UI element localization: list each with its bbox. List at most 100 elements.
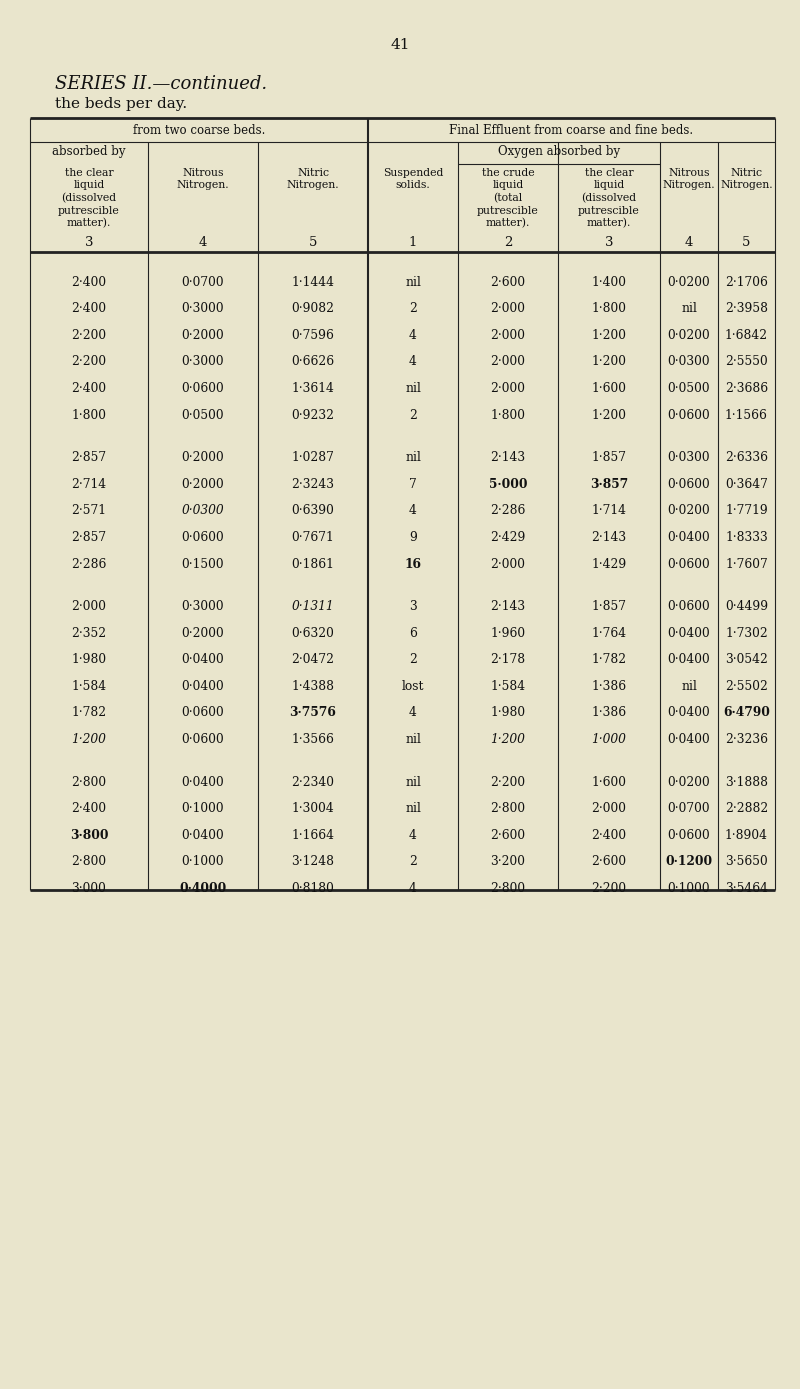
Text: 1·3566: 1·3566: [291, 733, 334, 746]
Text: 2·2340: 2·2340: [291, 775, 334, 789]
Text: the clear
liquid
(dissolved
putrescible
matter).: the clear liquid (dissolved putrescible …: [578, 168, 640, 228]
Text: 0·2000: 0·2000: [182, 329, 224, 342]
Text: 0·0400: 0·0400: [182, 653, 224, 667]
Text: 0·0400: 0·0400: [182, 775, 224, 789]
Text: 3·5464: 3·5464: [725, 882, 768, 895]
Text: 2·800: 2·800: [490, 803, 526, 815]
Text: 0·0400: 0·0400: [182, 679, 224, 693]
Text: 1·7302: 1·7302: [725, 626, 768, 640]
Text: 3·0542: 3·0542: [725, 653, 768, 667]
Text: 2: 2: [409, 408, 417, 422]
Text: 0·0500: 0·0500: [668, 382, 710, 394]
Text: the beds per day.: the beds per day.: [55, 97, 187, 111]
Text: 1·3614: 1·3614: [291, 382, 334, 394]
Text: 1·1664: 1·1664: [291, 829, 334, 842]
Text: 2·000: 2·000: [490, 303, 526, 315]
Text: 0·1000: 0·1000: [182, 856, 224, 868]
Text: 2·000: 2·000: [490, 382, 526, 394]
Text: 0·2000: 0·2000: [182, 626, 224, 640]
Text: 2: 2: [504, 236, 512, 249]
Text: 1·8333: 1·8333: [725, 531, 768, 544]
Text: 1·800: 1·800: [71, 408, 106, 422]
Text: nil: nil: [405, 451, 421, 464]
Text: 3·800: 3·800: [70, 829, 108, 842]
Text: 0·0300: 0·0300: [668, 356, 710, 368]
Text: 0·1200: 0·1200: [666, 856, 713, 868]
Text: 1·782: 1·782: [71, 707, 106, 720]
Text: 0·8180: 0·8180: [291, 882, 334, 895]
Text: 0·1500: 0·1500: [182, 557, 224, 571]
Text: 1·1566: 1·1566: [725, 408, 768, 422]
Text: 0·0600: 0·0600: [668, 829, 710, 842]
Text: 2·400: 2·400: [71, 382, 106, 394]
Text: 0·0300: 0·0300: [668, 451, 710, 464]
Text: 0·3647: 0·3647: [725, 478, 768, 490]
Text: 2·714: 2·714: [71, 478, 106, 490]
Text: 0·0600: 0·0600: [668, 478, 710, 490]
Text: nil: nil: [405, 275, 421, 289]
Text: 1·429: 1·429: [591, 557, 626, 571]
Text: 2·400: 2·400: [71, 275, 106, 289]
Text: 2·286: 2·286: [71, 557, 106, 571]
Text: 1·800: 1·800: [591, 303, 626, 315]
Text: 3·000: 3·000: [71, 882, 106, 895]
Text: the clear
liquid
(dissolved
putrescible
matter).: the clear liquid (dissolved putrescible …: [58, 168, 120, 228]
Text: 6: 6: [409, 626, 417, 640]
Text: 0·0400: 0·0400: [668, 531, 710, 544]
Text: 4: 4: [409, 329, 417, 342]
Text: Nitric
Nitrogen.: Nitric Nitrogen.: [720, 168, 773, 190]
Text: 2·200: 2·200: [71, 356, 106, 368]
Text: Nitric
Nitrogen.: Nitric Nitrogen.: [286, 168, 339, 190]
Text: 3: 3: [85, 236, 94, 249]
Text: 2·3243: 2·3243: [291, 478, 334, 490]
Text: 0·1861: 0·1861: [291, 557, 334, 571]
Text: 0·0200: 0·0200: [668, 504, 710, 517]
Text: 2·178: 2·178: [490, 653, 526, 667]
Text: 2·143: 2·143: [490, 600, 526, 613]
Text: 4: 4: [685, 236, 693, 249]
Text: 0·0300: 0·0300: [182, 504, 224, 517]
Text: 0·0400: 0·0400: [668, 626, 710, 640]
Text: 0·0600: 0·0600: [182, 733, 224, 746]
Text: 1·3004: 1·3004: [292, 803, 334, 815]
Text: 0·3000: 0·3000: [182, 600, 224, 613]
Text: 1·6842: 1·6842: [725, 329, 768, 342]
Text: 1·000: 1·000: [591, 733, 626, 746]
Text: 0·0200: 0·0200: [668, 275, 710, 289]
Text: 1·960: 1·960: [490, 626, 526, 640]
Text: 0·0600: 0·0600: [182, 707, 224, 720]
Text: 1·1444: 1·1444: [291, 275, 334, 289]
Text: 0·7596: 0·7596: [291, 329, 334, 342]
Text: 0·9082: 0·9082: [291, 303, 334, 315]
Text: 0·0200: 0·0200: [668, 775, 710, 789]
Text: 2·400: 2·400: [71, 803, 106, 815]
Text: 0·0600: 0·0600: [182, 531, 224, 544]
Text: 2·400: 2·400: [591, 829, 626, 842]
Text: 1·980: 1·980: [71, 653, 106, 667]
Text: 3·857: 3·857: [590, 478, 628, 490]
Text: 2·3958: 2·3958: [725, 303, 768, 315]
Text: 2·429: 2·429: [490, 531, 526, 544]
Text: 0·0500: 0·0500: [182, 408, 224, 422]
Text: nil: nil: [681, 679, 697, 693]
Text: nil: nil: [681, 303, 697, 315]
Text: 0·0200: 0·0200: [668, 329, 710, 342]
Text: 0·0600: 0·0600: [668, 600, 710, 613]
Text: 2·1706: 2·1706: [725, 275, 768, 289]
Text: 2·5550: 2·5550: [725, 356, 768, 368]
Text: 2·800: 2·800: [71, 856, 106, 868]
Text: 0·2000: 0·2000: [182, 478, 224, 490]
Text: 1·386: 1·386: [591, 679, 626, 693]
Text: 1·0287: 1·0287: [291, 451, 334, 464]
Text: 2·143: 2·143: [490, 451, 526, 464]
Text: the crude
liquid
(total
putrescible
matter).: the crude liquid (total putrescible matt…: [477, 168, 539, 228]
Text: 1·200: 1·200: [591, 408, 626, 422]
Text: 1·857: 1·857: [591, 451, 626, 464]
Text: 2: 2: [409, 303, 417, 315]
Text: 1·714: 1·714: [591, 504, 626, 517]
Text: 2·000: 2·000: [490, 329, 526, 342]
Text: 2: 2: [409, 653, 417, 667]
Text: 1·7719: 1·7719: [725, 504, 768, 517]
Text: 0·0700: 0·0700: [182, 275, 224, 289]
Text: 0·9232: 0·9232: [291, 408, 334, 422]
